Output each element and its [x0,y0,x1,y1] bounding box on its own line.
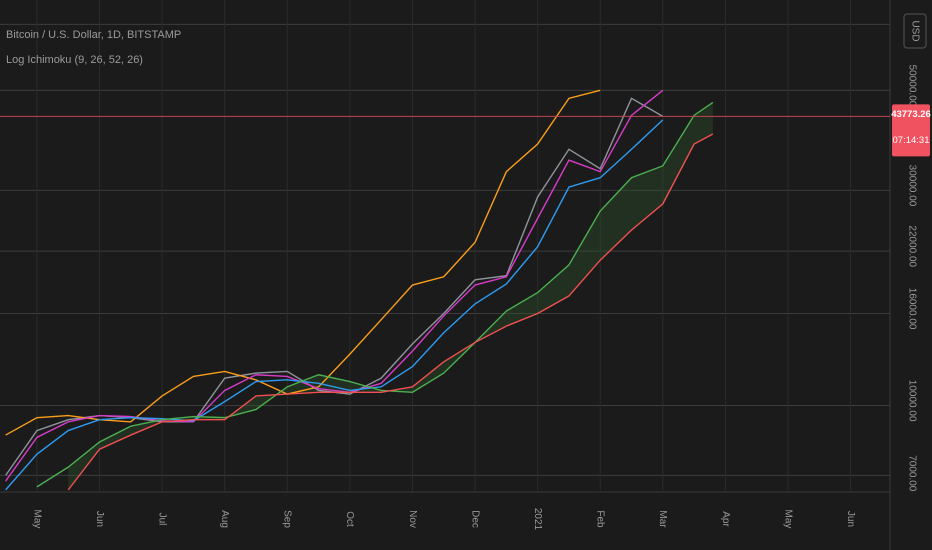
last-price-label: 43773.26 [891,109,931,120]
currency: USD [909,20,920,41]
currency-badge[interactable] [903,13,927,49]
x-tick-label: May [31,510,42,529]
x-tick-label: Jul [156,513,167,526]
countdown: 07:14:31 [893,135,930,146]
x-tick-label: Dec [469,510,480,528]
y-tick-label: 10000.00 [906,380,917,422]
x-tick-label: Feb [595,510,606,528]
x-tick-label: Sep [282,510,293,528]
x-tick-label: 2021 [532,508,543,531]
labels: 7000.00 10000.00 16000.00 22000.00 30000.00 5… [31,35,931,531]
x-tick-label: Aug [219,510,230,528]
y-tick-label: 50000.00 [906,65,917,107]
x-tick-label: May [782,510,793,529]
x-tick-label: Jun [845,511,856,527]
y-tick-label: 30000.00 [906,165,917,207]
x-tick-label: Nov [407,510,418,528]
x-tick-label: Apr [720,511,731,527]
x-tick-label: Mar [657,510,668,528]
series-line [5,89,601,436]
chart-title: Bitcoin / U.S. Dollar, 1D, BITSTAMP [6,29,181,41]
series-line [36,101,714,488]
series-line [67,133,714,491]
series-line [5,119,664,491]
y-tick-label: 16000.00 [906,288,917,330]
y-tick-label: 22000.00 [906,225,917,267]
x-tick-label: Jun [94,511,105,527]
last-price-badge [892,104,930,157]
x-tick-label: Oct [344,511,355,527]
indicator-label: Log Ichimoku (9, 26, 52, 26) [6,54,143,66]
y-tick-label: 7000.00 [906,455,917,492]
series-line [5,89,664,482]
plot [0,89,890,491]
